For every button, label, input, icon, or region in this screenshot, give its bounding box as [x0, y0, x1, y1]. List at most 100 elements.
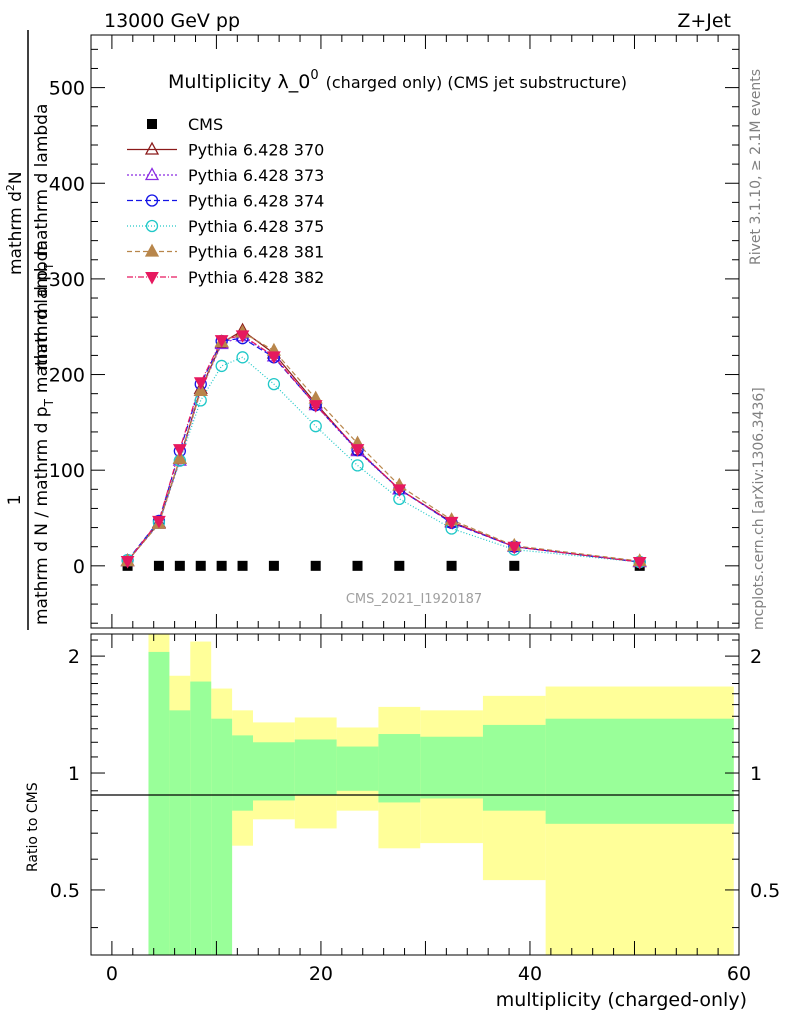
chart-title: Multiplicity λ_00 (charged only) (CMS jet…	[168, 68, 627, 93]
legend-marker-p375	[145, 219, 159, 233]
y-label-den-main: mathrm d N / mathrm d p	[32, 406, 52, 625]
legend-label-p370: Pythia 6.428 370	[188, 141, 324, 160]
header-left: 13000 GeV pp	[104, 10, 240, 32]
data-point-p382	[350, 444, 365, 457]
data-point-p382	[507, 541, 522, 555]
ratio-inner-band	[190, 681, 212, 955]
ratio-inner-band	[420, 736, 483, 799]
y-label-right-top-sup: 2	[4, 184, 17, 191]
data-point-p382	[267, 351, 281, 364]
legend-marker-p381	[144, 243, 160, 257]
main-plot-frame	[90, 34, 740, 629]
ratio-y-label: Ratio to CMS	[25, 782, 41, 872]
legend-label-p381: Pythia 6.428 381	[188, 243, 324, 262]
rivet-label: Rivet 3.1.10, ≥ 2.1M events	[748, 69, 764, 265]
header-right: Z+Jet	[677, 10, 731, 32]
y-tick-label: 300	[49, 269, 85, 291]
ratio-plot: 0.5 0.51 12 20 20 40 60 Ratio to CMS multiplic…	[25, 633, 780, 1011]
y-label-den-sub: T	[42, 398, 56, 407]
ratio-tick-label-right: 2	[750, 646, 762, 668]
chart-title-main: Multiplicity λ_0	[168, 71, 310, 93]
chart-title-sup: 0	[310, 68, 318, 83]
ratio-inner-band	[253, 742, 295, 801]
y-tick-label: 100	[49, 460, 85, 482]
data-point-p375	[351, 459, 364, 472]
data-point-p382	[120, 556, 135, 569]
legend-label-p374: Pythia 6.428 374	[188, 192, 324, 211]
x-tick-label: 40	[518, 963, 542, 985]
ratio-ticks: 0.5 0.51 12 20 20 40 60	[50, 634, 780, 985]
data-point-cms	[446, 560, 457, 571]
x-axis-label: multiplicity (charged-only)	[496, 989, 747, 1011]
ratio-inner-band	[294, 739, 337, 795]
y-label-right-top-main: mathrm d	[6, 191, 26, 275]
y-tick-label: 200	[49, 365, 85, 387]
series-line-p370	[127, 329, 640, 563]
series-line-p381	[127, 331, 640, 562]
legend-marker-p370	[144, 141, 160, 155]
data-point-cms	[153, 560, 164, 571]
x-tick-label: 20	[309, 963, 333, 985]
data-point-p381	[193, 382, 208, 396]
data-point-cms	[216, 560, 227, 571]
y-axis-label: 1	[5, 30, 29, 630]
ratio-tick-label: 2	[68, 646, 80, 668]
y-label-right-bottom-sub: T	[42, 262, 56, 271]
y-tick-label: 0	[73, 556, 85, 578]
main-ticks: 0 100 200 300 400 500	[49, 35, 740, 628]
data-point-p382	[152, 515, 166, 529]
data-point-p382	[214, 335, 229, 348]
ratio-inner-band	[232, 735, 253, 811]
x-tick-label: 60	[727, 963, 751, 985]
ratio-tick-label: 1	[68, 763, 80, 785]
ratio-bands	[148, 634, 734, 955]
data-point-p382	[193, 377, 208, 390]
legend-label-p373: Pythia 6.428 373	[188, 166, 324, 185]
ratio-inner-band	[378, 734, 421, 803]
ratio-tick-label: 0.5	[50, 880, 80, 902]
ratio-tick-label-right: 1	[750, 763, 762, 785]
chart-title-suffix: (charged only) (CMS jet substructure)	[326, 73, 627, 92]
series-line-p382	[127, 334, 640, 563]
y-label-right-bottom: mathrm d pTmathrm d lambda	[32, 104, 56, 370]
series-line-p373	[127, 335, 640, 563]
data-point-p382	[392, 484, 407, 497]
series-lines	[127, 329, 640, 563]
legend-label-cms: CMS	[188, 115, 223, 134]
ratio-inner-band	[336, 746, 379, 791]
data-point-p375	[215, 359, 228, 373]
ratio-tick-label-right: 0.5	[750, 880, 780, 902]
y-label-right-top: mathrm d2N	[4, 171, 26, 275]
y-label-right-bottom-main: mathrm d p	[32, 270, 52, 370]
x-tick-label: 0	[106, 963, 118, 985]
ratio-inner-band	[211, 718, 233, 955]
y-label-right-bottom-tail: mathrm d lambda	[32, 104, 52, 257]
legend-marker-p382	[145, 272, 159, 285]
data-point-cms	[268, 560, 279, 571]
data-point-p381	[172, 450, 187, 464]
data-point-p382	[235, 330, 250, 343]
legend-marker-cms	[147, 119, 157, 129]
data-point-cms	[237, 560, 248, 571]
data-point-p375	[267, 377, 281, 391]
legend-marker-p374	[145, 194, 159, 207]
y-label-denominator-text: mathrm d N / mathrm d pTmathrm d lambda	[32, 240, 56, 625]
ratio-inner-band	[545, 718, 734, 824]
legend: CMS Pythia 6.428 370 Pythia 6.428 373 Pythi…	[127, 115, 324, 287]
y-tick-label: 500	[49, 78, 85, 100]
y-label-den-tail: mathrm d lambda	[32, 240, 52, 393]
data-point-p382	[172, 444, 187, 457]
data-point-cms	[509, 560, 520, 571]
y-label-right-top-tail: N	[6, 171, 26, 184]
data-point-cms	[195, 560, 206, 571]
ratio-inner-band	[148, 651, 170, 955]
data-point-p375	[236, 351, 249, 364]
data-point-p382	[308, 400, 323, 413]
ratio-inner-band	[169, 710, 191, 955]
data-point-cms	[352, 560, 363, 571]
series-markers	[120, 322, 647, 571]
data-point-p375	[309, 420, 322, 433]
legend-label-p382: Pythia 6.428 382	[188, 268, 324, 287]
ratio-plot-frame	[90, 633, 740, 956]
